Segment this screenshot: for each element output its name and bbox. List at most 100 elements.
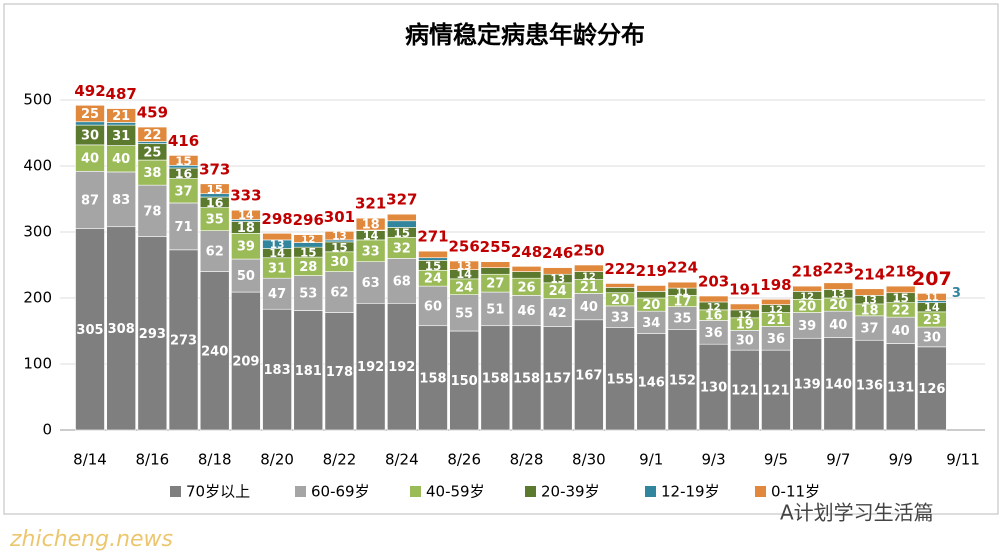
value-label: 15 <box>331 240 348 254</box>
value-label: 24 <box>424 272 442 287</box>
legend-label: 20-39岁 <box>541 483 600 501</box>
value-label: 19 <box>736 318 754 333</box>
bar-segment <box>542 326 573 431</box>
value-label: 136 <box>856 379 883 394</box>
value-label: 126 <box>918 382 945 397</box>
value-label: 40 <box>580 300 598 315</box>
total-label: 218 <box>791 263 822 281</box>
x-tick-label: 8/26 <box>447 451 481 469</box>
x-tick-label: 9/5 <box>764 451 788 469</box>
value-label: 18 <box>362 218 380 233</box>
value-label: 183 <box>264 363 291 378</box>
bar-segment <box>480 291 511 327</box>
x-tick-label: 9/9 <box>889 451 913 469</box>
x-tick-label: 8/28 <box>510 451 544 469</box>
x-tick-label: 8/18 <box>198 451 232 469</box>
value-label: 33 <box>362 244 380 259</box>
value-label: 62 <box>330 286 348 301</box>
value-label: 121 <box>731 384 758 399</box>
bar-segment <box>386 302 417 431</box>
bar-segment <box>106 171 136 228</box>
value-label: 53 <box>299 287 317 302</box>
value-label: 22 <box>143 128 161 143</box>
bar-segment <box>137 236 168 431</box>
value-label: 15 <box>206 182 223 196</box>
bar-segment <box>106 108 136 123</box>
value-label: 12 <box>738 310 752 321</box>
value-label: 14 <box>269 247 285 260</box>
value-label: 12 <box>301 235 315 246</box>
legend-label: 70岁以上 <box>186 483 250 501</box>
bar-segment <box>449 260 479 270</box>
value-label: 12 <box>582 272 596 283</box>
bar-segment <box>75 121 105 126</box>
value-label: 38 <box>143 166 161 181</box>
y-tick-label: 100 <box>23 355 52 373</box>
legend-swatch <box>525 486 536 497</box>
value-label: 158 <box>513 371 540 386</box>
bar-segment <box>917 346 947 431</box>
value-label: 18 <box>860 303 878 318</box>
value-label: 192 <box>357 360 384 375</box>
bar-segment <box>231 258 261 293</box>
value-label: 21 <box>580 280 598 295</box>
total-label: 224 <box>667 259 698 277</box>
bar-segment <box>449 330 479 431</box>
value-label: 24 <box>549 284 567 299</box>
bar-segment <box>75 144 105 172</box>
y-tick-label: 400 <box>23 157 52 175</box>
value-label: 40 <box>112 152 130 167</box>
value-label: 157 <box>544 372 571 387</box>
total-label: 198 <box>760 276 791 294</box>
bar-segment <box>324 312 355 431</box>
total-label: 214 <box>854 265 885 283</box>
bar-segment <box>605 327 635 431</box>
bar-segment <box>106 226 136 431</box>
value-label: 12 <box>707 302 721 313</box>
y-tick-label: 300 <box>23 223 52 241</box>
value-label: 15 <box>300 246 317 260</box>
bar-segment <box>574 293 604 321</box>
value-label: 240 <box>201 344 228 359</box>
bar-segment <box>511 325 542 431</box>
total-label: 223 <box>823 259 854 277</box>
value-label: 35 <box>673 312 691 327</box>
value-label: 181 <box>295 364 322 379</box>
value-label: 24 <box>455 280 473 295</box>
total-label: 298 <box>261 210 292 228</box>
value-label: 308 <box>108 322 135 337</box>
value-label: 47 <box>268 287 286 302</box>
value-label: 13 <box>831 289 846 301</box>
legend-label: 40-59岁 <box>426 483 485 501</box>
value-label: 30 <box>736 334 754 349</box>
x-tick-label: 9/3 <box>702 451 726 469</box>
total-label: 296 <box>293 211 324 229</box>
bar-segment <box>262 277 292 310</box>
value-label: 18 <box>237 221 255 236</box>
total-label: 321 <box>355 195 386 213</box>
legend-swatch <box>755 486 766 497</box>
value-label: 121 <box>762 384 789 399</box>
value-label: 13 <box>332 231 347 243</box>
value-label: 150 <box>451 374 478 389</box>
value-label: 71 <box>174 220 192 235</box>
bar-segment <box>885 343 916 431</box>
total-label: 250 <box>573 242 604 260</box>
value-label: 146 <box>638 375 665 390</box>
value-label: 167 <box>575 368 602 383</box>
bar-segment <box>698 343 729 431</box>
bar-segment <box>386 220 417 228</box>
bar-segment <box>698 295 729 303</box>
value-label: 68 <box>393 274 411 289</box>
value-label: 36 <box>767 332 785 347</box>
legend-label: 12-19岁 <box>661 483 720 501</box>
total-label: 248 <box>511 243 542 261</box>
bar-segment <box>137 159 168 186</box>
x-tick-label: 9/1 <box>639 451 663 469</box>
bar-segment <box>636 285 667 292</box>
bar-segment <box>386 213 417 222</box>
bar-segment <box>199 271 230 431</box>
total-label: 492 <box>74 82 105 100</box>
bar-segment <box>75 104 105 123</box>
